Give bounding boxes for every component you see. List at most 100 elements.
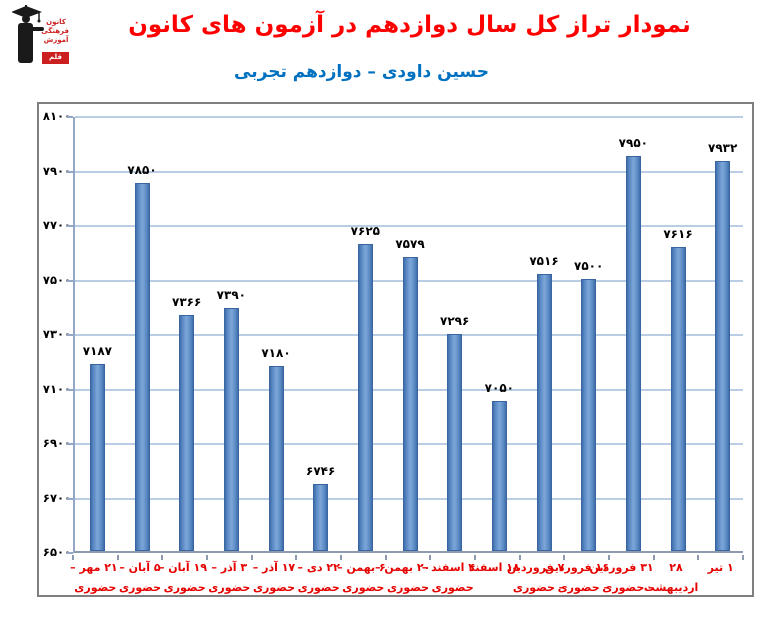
y-tick-mark <box>67 116 73 118</box>
bar-value-label: ۷۹۳۲ <box>708 140 738 155</box>
bar-value-label: ۷۲۹۶ <box>440 314 470 329</box>
bar <box>402 256 418 551</box>
x-tick-mark <box>563 555 566 560</box>
bar-value-label: ۷۳۶۶ <box>172 295 202 309</box>
x-category-label: ۲۰ بهمن – حضوری <box>375 560 431 595</box>
x-tick-mark <box>518 555 521 560</box>
y-tick-label: ۶۷۰۰ <box>42 490 71 505</box>
x-tick-mark <box>474 555 476 560</box>
x-category-line2: حضوری <box>208 581 251 594</box>
y-tick-label: ۶۹۰۰ <box>42 436 71 450</box>
x-category-line1: ۱۷ آذر – <box>252 561 296 574</box>
x-tick-mark <box>697 555 700 560</box>
x-category-line2: حضوری <box>342 581 385 594</box>
x-category-line1: ۱۶ فروردین <box>544 561 609 574</box>
bar <box>313 483 329 551</box>
bar <box>536 274 552 551</box>
x-category-label: ۵ آبان – حضوری <box>118 560 163 595</box>
x-category-line1: ۳ آذر – <box>211 561 248 574</box>
logo-text-line: آموزش <box>43 36 69 44</box>
page-title: نمودار تراز کل سال دوازدهم در آزمون های … <box>128 12 691 38</box>
x-tick-mark <box>384 555 387 560</box>
page-subtitle: حسین داودی – دوازدهم تجربی <box>234 62 489 82</box>
gridline <box>75 225 743 227</box>
bar-value-label: ۷۸۵۰ <box>127 163 157 178</box>
bar <box>670 246 686 551</box>
y-tick-mark <box>67 334 73 336</box>
chart-frame: ۷۱۸۷ ۷۸۵۰ ۷۳۶۶ ۷۳۹۰ ۷۱۸۰ ۶۷۴۶ ۷۶۲۵ ۷۵۷۹ ۷۲۹۶ ۷۰۵۰… <box>37 102 754 597</box>
bar-value-label: ۷۵۰۰ <box>574 258 604 273</box>
x-category-label: ۱۹ آبان – حضوری <box>158 560 207 595</box>
y-tick-label: ۷۵۰۰ <box>42 272 71 287</box>
bar <box>715 160 731 551</box>
y-tick-mark <box>67 170 73 173</box>
y-tick-label: ۸۱۰۰ <box>42 109 71 123</box>
bar <box>625 155 641 551</box>
x-category-line2: حضوری <box>386 581 430 594</box>
x-category-label: ۳ آذر – حضوری <box>207 560 252 595</box>
graduate-icon <box>11 5 69 64</box>
bar-value-label: ۷۱۸۰ <box>261 345 291 360</box>
x-category-label: ۲۱ مهر – حضوری <box>70 560 118 595</box>
gridline <box>75 116 743 118</box>
x-category-line2: – حضوری <box>512 581 565 594</box>
bar <box>581 278 597 551</box>
bar <box>179 315 195 551</box>
bar <box>89 363 105 551</box>
bar-value-label: ۷۱۸۷ <box>82 343 112 358</box>
x-category-line1: ۵ آبان – <box>119 561 161 574</box>
logo-text-line: کانون <box>46 18 66 26</box>
x-tick-mark <box>206 555 208 560</box>
x-category-line2: حضوری <box>431 581 474 594</box>
y-tick-mark <box>67 552 73 554</box>
y-tick-mark <box>67 388 73 391</box>
x-category-line2: حضوری <box>297 581 340 594</box>
gridline <box>75 170 743 173</box>
x-category-label: ۱۸ اسفند <box>469 560 520 575</box>
bar-value-label: ۷۵۱۶ <box>529 254 559 269</box>
x-category-label: ۲۲ دی – حضوری <box>296 560 341 595</box>
x-category-line2: – حضوری <box>557 581 609 594</box>
bar <box>447 334 463 551</box>
bar-value-label: ۶۷۴۶ <box>306 463 336 478</box>
x-category-label: ۷ فروردین – حضوری <box>507 560 565 595</box>
y-tick-label: ۷۳۰۰ <box>42 327 71 341</box>
bar <box>268 365 284 551</box>
x-category-line1: ۱ تیر <box>707 561 734 574</box>
x-tick-mark <box>742 555 744 560</box>
y-tick-mark <box>67 279 73 282</box>
bar <box>357 244 373 551</box>
x-category-label: ۶ بهمن – حضوری <box>337 560 386 595</box>
bar <box>491 401 507 551</box>
y-tick-label: ۷۱۰۰ <box>42 381 71 396</box>
bar-value-label: ۷۵۷۹ <box>395 236 425 251</box>
x-tick-mark <box>652 555 655 560</box>
x-category-line2: حضوری <box>252 581 296 594</box>
x-category-line2: – حضوری <box>602 581 654 594</box>
x-category-line1: ۱۹ آبان – <box>158 561 207 574</box>
bar <box>134 183 150 551</box>
x-category-line2: حضوری <box>163 581 206 594</box>
logo-badge-text: قلم چی <box>49 53 62 70</box>
kanoon-logo: کانون فرهنگی آموزش قلم چی <box>11 4 70 70</box>
y-tick-mark <box>67 497 73 500</box>
x-category-line2: حضوری <box>74 581 117 594</box>
x-category-line1: ۴ اسفند – <box>421 561 475 574</box>
x-category-line1: ۲۸ <box>669 561 683 574</box>
x-tick-mark <box>429 555 432 560</box>
x-category-line1: ۳۱ فروردین <box>589 561 654 574</box>
x-category-line1: ۲۱ مهر – <box>70 561 118 574</box>
bar <box>223 308 239 551</box>
y-tick-label: ۷۹۰۰ <box>42 163 71 178</box>
bar-value-label: ۷۰۵۰ <box>484 381 514 396</box>
x-category-line2: حضوری <box>118 581 162 594</box>
x-category-label: ۱ تیر <box>698 560 743 575</box>
x-tick-mark <box>295 555 298 560</box>
y-tick-label: ۷۷۰۰ <box>42 218 71 232</box>
x-category-line1: ۲۰ بهمن – <box>375 561 431 574</box>
x-tick-mark <box>340 555 342 560</box>
x-category-label: ۱۷ آذر – حضوری <box>252 560 297 595</box>
bar-value-label: ۷۶۱۶ <box>663 226 693 241</box>
x-tick-mark <box>116 555 119 560</box>
